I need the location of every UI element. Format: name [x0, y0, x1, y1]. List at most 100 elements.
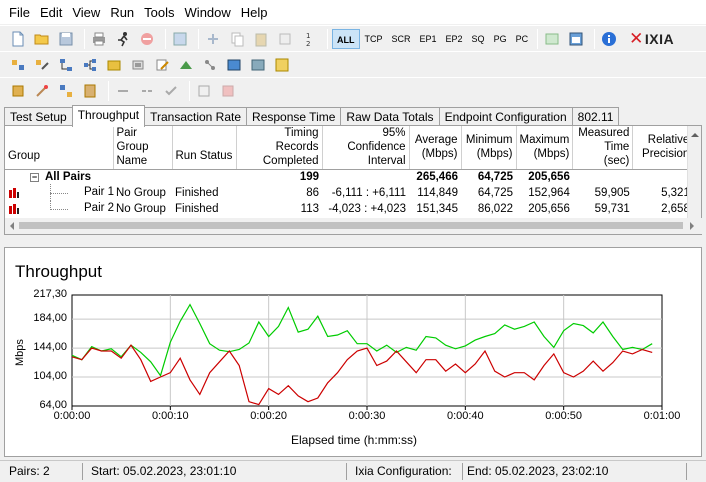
- edit-script-icon[interactable]: [152, 55, 172, 75]
- table-row[interactable]: Pair 2 No Group Finished 113 -4,023 : +4…: [5, 200, 693, 217]
- link-icon[interactable]: [113, 81, 133, 101]
- row-status-cell: Finished: [175, 203, 219, 215]
- stop-icon[interactable]: [137, 29, 157, 49]
- protocol-filter-sq[interactable]: SQ: [471, 33, 485, 44]
- scroll-up-arrow-icon[interactable]: [688, 128, 702, 142]
- row-pair-group-cell: No Group: [116, 187, 166, 199]
- tab-test-setup[interactable]: Test Setup: [4, 107, 73, 127]
- edit-pair-icon[interactable]: [32, 55, 52, 75]
- summary-group-cell[interactable]: − All Pairs: [5, 169, 113, 185]
- column-header-minimum[interactable]: Minimum (Mbps): [461, 126, 517, 170]
- tree-line: [50, 200, 51, 210]
- copy-icon[interactable]: [227, 29, 247, 49]
- table-row-summary[interactable]: − All Pairs 199 265,466 64,725 205,656: [5, 169, 693, 185]
- row-records-cell: 113: [300, 203, 319, 215]
- expand-icon[interactable]: [194, 81, 214, 101]
- protocol-filter-pc[interactable]: PC: [515, 33, 529, 44]
- tree-branch: [50, 209, 68, 210]
- column-header-confidence-interval[interactable]: 95% Confidence Interval: [322, 126, 410, 170]
- new-file-icon[interactable]: [8, 29, 28, 49]
- protocol-filter-ep2[interactable]: EP2: [445, 33, 463, 44]
- filter-icon[interactable]: [224, 55, 244, 75]
- x-tick-label: 0:00:20: [250, 410, 287, 422]
- paste-icon[interactable]: [251, 29, 271, 49]
- save-icon[interactable]: [56, 29, 76, 49]
- magic-icon[interactable]: [32, 81, 52, 101]
- hierarchy-icon[interactable]: [80, 55, 100, 75]
- svg-text:1: 1: [306, 32, 310, 40]
- summary-time-cell: [573, 169, 633, 185]
- add-pair-icon[interactable]: [203, 29, 223, 49]
- menu-tools[interactable]: Tools: [144, 4, 175, 20]
- tab-throughput[interactable]: Throughput: [71, 105, 146, 127]
- endpoint-icon[interactable]: [176, 55, 196, 75]
- row-group-cell[interactable]: Pair 1: [5, 184, 114, 201]
- column-header-measured-time[interactable]: Measured Time (sec): [572, 126, 634, 170]
- tab-802-11[interactable]: 802.11: [571, 107, 620, 127]
- protocol-filter-pg[interactable]: PG: [493, 33, 507, 44]
- column-header-pair-group-name[interactable]: Pair Group Name: [113, 126, 173, 170]
- protocol-filter-scr[interactable]: SCR: [391, 33, 411, 44]
- info-icon[interactable]: [599, 29, 619, 49]
- delete-icon[interactable]: [275, 29, 295, 49]
- window-grid-icon[interactable]: [248, 55, 268, 75]
- scroll-right-arrow-icon[interactable]: [687, 218, 697, 234]
- grid-horizontal-scrollbar[interactable]: [5, 218, 703, 234]
- status-separator: [686, 463, 687, 480]
- window-icon[interactable]: [566, 29, 586, 49]
- tab-raw-data-totals[interactable]: Raw Data Totals: [340, 107, 440, 127]
- menu-run[interactable]: Run: [110, 4, 135, 20]
- collapse-toggle-icon[interactable]: −: [30, 171, 39, 182]
- toolbar-separator: [165, 28, 166, 49]
- column-header-maximum[interactable]: Maximum (Mbps): [516, 126, 574, 170]
- tab-response-time[interactable]: Response Time: [246, 107, 342, 127]
- script-icon[interactable]: [128, 55, 148, 75]
- column-header-timing-records[interactable]: Timing Records Completed: [236, 126, 323, 170]
- menu-view[interactable]: View: [72, 4, 101, 20]
- tertiary-toolbar: [0, 77, 706, 103]
- menu-bar: File Edit View Run Tools Window Help: [0, 0, 706, 24]
- check-icon[interactable]: [161, 81, 181, 101]
- clipboard-icon[interactable]: [80, 81, 100, 101]
- protocol-filter-ep1[interactable]: EP1: [419, 33, 437, 44]
- column-header-group[interactable]: Group: [5, 126, 114, 170]
- unlink-icon[interactable]: [137, 81, 157, 101]
- topology-icon[interactable]: [200, 55, 220, 75]
- summary-pair-group-cell: [113, 169, 172, 185]
- menu-edit[interactable]: Edit: [39, 4, 63, 20]
- collapse-icon[interactable]: [218, 81, 238, 101]
- menu-window[interactable]: Window: [184, 4, 231, 20]
- grid-settings-icon[interactable]: [56, 81, 76, 101]
- print-icon[interactable]: [89, 29, 109, 49]
- chart-icon[interactable]: [104, 55, 124, 75]
- tab-endpoint-configuration[interactable]: Endpoint Configuration: [438, 107, 573, 127]
- pair-group-icon[interactable]: [8, 55, 28, 75]
- scroll-thumb[interactable]: [19, 222, 683, 229]
- network-icon[interactable]: [56, 55, 76, 75]
- column-header-relative-precision[interactable]: Relative Precision: [632, 126, 694, 170]
- export-icon[interactable]: [272, 55, 292, 75]
- menu-file[interactable]: File: [9, 4, 30, 20]
- pane-splitter[interactable]: [4, 237, 702, 245]
- refresh-icon[interactable]: [170, 29, 190, 49]
- export-green-icon[interactable]: [542, 29, 562, 49]
- column-header-average[interactable]: Average (Mbps): [409, 126, 462, 170]
- protocol-filter-all[interactable]: ALL: [332, 28, 360, 49]
- summary-maximum-cell: 205,656: [528, 171, 570, 184]
- table-row[interactable]: Pair 1 No Group Finished 86 -6,111 : +6,…: [5, 184, 693, 201]
- summary-average-cell: 265,466: [416, 171, 458, 184]
- y-tick-label: 104,00: [33, 370, 67, 383]
- column-header-run-status[interactable]: Run Status: [172, 126, 237, 170]
- scroll-left-arrow-icon[interactable]: [7, 218, 17, 234]
- tree-branch: [50, 193, 68, 194]
- row-group-cell[interactable]: Pair 2: [5, 200, 114, 217]
- menu-help[interactable]: Help: [240, 4, 268, 20]
- wizard-icon[interactable]: [8, 81, 28, 101]
- tab-transaction-rate[interactable]: Transaction Rate: [144, 107, 248, 127]
- open-folder-icon[interactable]: [32, 29, 52, 49]
- throughput-chart-panel: Throughput Mbps Elapsed time (h:mm:ss) 2…: [4, 247, 702, 457]
- grid-vertical-scrollbar[interactable]: [687, 126, 701, 218]
- run-icon[interactable]: [113, 29, 133, 49]
- protocol-filter-tcp[interactable]: TCP: [364, 33, 383, 44]
